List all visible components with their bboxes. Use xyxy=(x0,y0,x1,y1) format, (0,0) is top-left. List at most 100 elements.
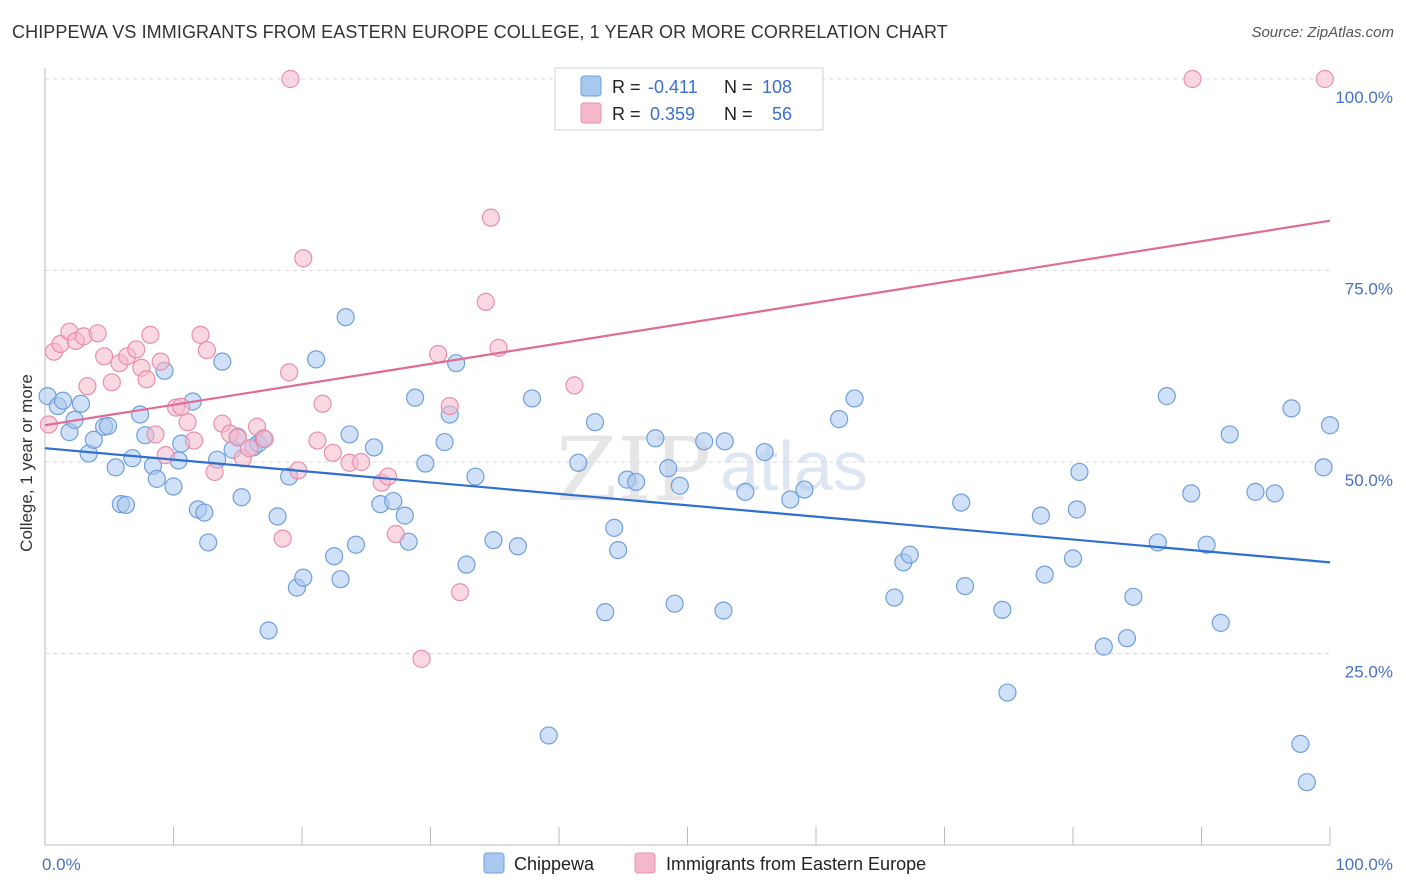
x-tick-label-0: 0.0% xyxy=(42,855,81,874)
chippewa-point-91 xyxy=(1067,500,1086,519)
trend-lines xyxy=(44,219,1331,564)
source-credit: Source: ZipAtlas.com xyxy=(1251,24,1394,41)
eastern-europe-point-37 xyxy=(313,394,332,413)
eastern-europe-point-49 xyxy=(476,292,495,312)
chippewa-point-30 xyxy=(232,488,251,507)
eastern-europe-point-33 xyxy=(273,529,292,548)
chippewa-point-69 xyxy=(659,459,678,478)
chippewa-point-84 xyxy=(952,493,971,512)
chippewa-point-72 xyxy=(695,432,714,451)
chippewa-point-101 xyxy=(1220,425,1239,444)
y-axis-label: College, 1 year or more xyxy=(17,374,36,552)
eastern-europe-point-36 xyxy=(294,249,313,268)
chippewa-point-104 xyxy=(1282,399,1301,418)
chippewa-point-79 xyxy=(830,410,849,429)
eastern-europe-point-12 xyxy=(127,340,146,359)
chippewa-point-88 xyxy=(1031,506,1050,525)
x-tick-label-1: 100.0% xyxy=(1335,855,1393,874)
chippewa-point-105 xyxy=(1291,734,1310,753)
chippewa-point-56 xyxy=(466,467,485,486)
chippewa-point-93 xyxy=(1094,637,1113,656)
eastern-europe-point-53 xyxy=(281,69,300,89)
eastern-europe-point-46 xyxy=(429,344,448,364)
chippewa-point-61 xyxy=(569,453,588,472)
chippewa-point-59 xyxy=(522,389,542,408)
eastern-europe-point-20 xyxy=(172,397,191,416)
bottom-legend-swatch-chippewa xyxy=(483,852,505,874)
y-tick-label-0: 100.0% xyxy=(1335,88,1393,107)
chippewa-point-43 xyxy=(340,425,359,444)
chippewa-point-12 xyxy=(116,495,136,514)
chippewa-point-73 xyxy=(714,601,733,620)
chippewa-point-87 xyxy=(998,683,1017,702)
eastern-europe-point-14 xyxy=(137,370,156,389)
axes xyxy=(44,68,1331,846)
chippewa-point-75 xyxy=(736,482,755,501)
chippewa-point-78 xyxy=(795,480,814,499)
legend-r-label-1: R = xyxy=(612,77,641,97)
chippewa-point-54 xyxy=(447,354,466,373)
chippewa-point-89 xyxy=(1035,565,1054,584)
chippewa-point-80 xyxy=(845,389,864,408)
chippewa-point-99 xyxy=(1197,535,1216,554)
eastern-europe-point-18 xyxy=(156,446,175,465)
chippewa-point-100 xyxy=(1211,613,1230,632)
chippewa-point-42 xyxy=(336,308,355,327)
eastern-europe-point-24 xyxy=(197,341,217,360)
eastern-europe-point-41 xyxy=(352,452,371,472)
eastern-europe-point-34 xyxy=(280,363,299,382)
eastern-europe-point-44 xyxy=(386,524,405,544)
legend-n-label-1: N = xyxy=(724,77,753,97)
chippewa-point-90 xyxy=(1063,549,1083,568)
chippewa-point-39 xyxy=(307,350,326,369)
chippewa-point-50 xyxy=(405,388,425,407)
series-legend: Chippewa Immigrants from Eastern Europe xyxy=(483,852,926,874)
chippewa-point-40 xyxy=(325,547,344,566)
bottom-legend-chippewa: Chippewa xyxy=(514,854,595,874)
legend-n-label-2: N = xyxy=(724,104,753,124)
eastern-europe-point-38 xyxy=(308,431,327,450)
eastern-europe-point-28 xyxy=(228,428,247,447)
chippewa-point-102 xyxy=(1246,482,1265,501)
chippewa-point-95 xyxy=(1124,587,1143,606)
legend-n-value-1: 108 xyxy=(762,77,792,97)
chippewa-points xyxy=(38,308,1340,792)
chippewa-point-65 xyxy=(609,540,628,560)
chippewa-point-63 xyxy=(596,603,615,622)
eastern-europe-point-25 xyxy=(205,462,224,482)
eastern-europe-point-55 xyxy=(1315,69,1334,89)
chippewa-point-41 xyxy=(331,570,350,589)
chart-title: CHIPPEWA VS IMMIGRANTS FROM EASTERN EURO… xyxy=(12,22,948,42)
eastern-europe-point-21 xyxy=(178,413,197,432)
eastern-europe-point-32 xyxy=(255,429,274,449)
chippewa-point-57 xyxy=(484,531,503,550)
chippewa-point-7 xyxy=(84,430,103,449)
chippewa-point-76 xyxy=(755,442,774,462)
chippewa-point-81 xyxy=(885,588,904,607)
chippewa-point-47 xyxy=(384,491,403,511)
chippewa-point-103 xyxy=(1265,484,1284,503)
grid-lines xyxy=(45,78,1330,654)
chippewa-point-52 xyxy=(435,432,454,452)
chippewa-point-97 xyxy=(1157,387,1176,406)
chippewa-point-51 xyxy=(416,454,435,473)
chippewa-point-45 xyxy=(364,438,384,457)
eastern-europe-points xyxy=(39,69,1334,668)
chippewa-point-71 xyxy=(670,476,689,495)
y-tick-label-3: 25.0% xyxy=(1345,663,1393,682)
chippewa-point-77 xyxy=(781,490,800,509)
eastern-europe-point-9 xyxy=(102,373,121,392)
chippewa-point-92 xyxy=(1070,462,1089,482)
eastern-europe-point-30 xyxy=(240,439,259,458)
eastern-europe-point-17 xyxy=(151,352,170,371)
eastern-europe-point-7 xyxy=(88,324,107,343)
chippewa-point-38 xyxy=(294,568,313,587)
eastern-europe-point-39 xyxy=(323,443,342,462)
chippewa-point-107 xyxy=(1314,458,1333,477)
chippewa-point-74 xyxy=(715,432,734,451)
chippewa-point-70 xyxy=(665,594,684,613)
chippewa-point-62 xyxy=(585,413,605,432)
y-tick-label-2: 50.0% xyxy=(1345,471,1393,490)
eastern-europe-point-6 xyxy=(78,377,97,396)
